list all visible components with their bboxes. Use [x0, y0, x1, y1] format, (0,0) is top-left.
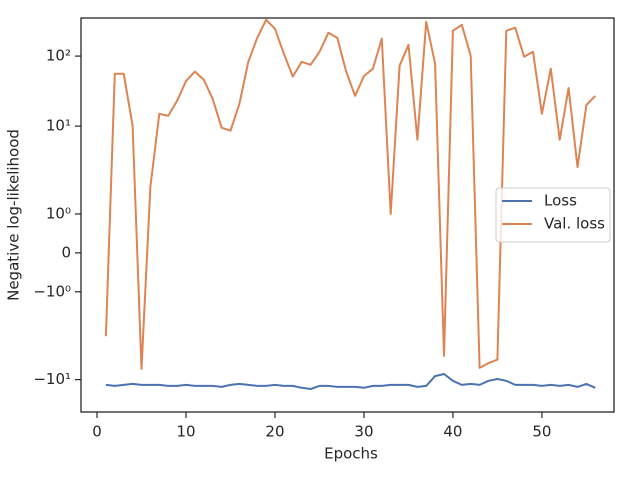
series-line	[104, 18, 597, 370]
y-tick-label: 0	[61, 243, 71, 261]
legend-label: Val. loss	[544, 215, 605, 233]
y-axis-label: Negative log-likelihood	[5, 129, 23, 301]
x-axis-label: Epochs	[324, 445, 378, 463]
x-tick-label: 10	[176, 423, 195, 441]
x-tick-label: 50	[532, 423, 551, 441]
x-tick-label: 0	[92, 423, 102, 441]
y-tick-label: 10²	[46, 47, 71, 65]
series-line	[105, 373, 596, 390]
y-tick-label: 10¹	[46, 117, 71, 135]
legend-label: Loss	[544, 192, 577, 210]
x-tick-label: 30	[354, 423, 373, 441]
x-tick-label: 40	[443, 423, 462, 441]
plot-frame	[80, 17, 615, 413]
y-tick-label: −10¹	[33, 370, 71, 388]
y-tick-label: 10⁰	[46, 204, 71, 222]
y-tick-label: −10⁰	[33, 282, 71, 300]
x-tick-label: 20	[265, 423, 284, 441]
